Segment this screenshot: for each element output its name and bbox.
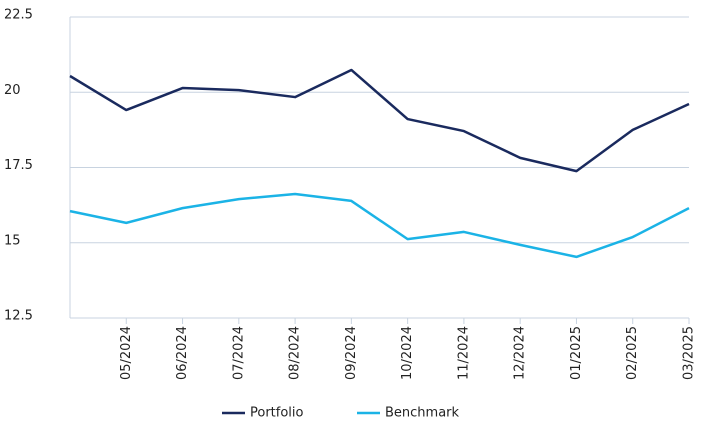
line-series (69, 68, 690, 173)
y-tick-label: 20 (4, 83, 21, 98)
y-tick-label: 22.5 (4, 8, 33, 23)
line-series (69, 192, 690, 259)
x-tick-label: 12/2024 (513, 326, 528, 380)
legend-label: Portfolio (250, 406, 304, 421)
y-tick-label: 17.5 (4, 158, 33, 173)
x-tick-label: 09/2024 (344, 326, 359, 380)
x-tick-label: 05/2024 (119, 326, 134, 380)
x-tick-label: 07/2024 (231, 326, 246, 380)
x-tick-label: 01/2025 (569, 326, 584, 380)
x-tick-label: 08/2024 (288, 326, 303, 380)
x-tick-label: 10/2024 (400, 326, 415, 380)
legend-label: Benchmark (385, 406, 460, 421)
y-tick-label: 12.5 (4, 309, 33, 324)
y-tick-label: 15 (4, 233, 21, 248)
x-tick-label: 02/2025 (625, 326, 640, 380)
x-tick-label: 03/2025 (682, 326, 697, 380)
x-tick-label: 11/2024 (456, 326, 471, 380)
x-tick-label: 06/2024 (175, 326, 190, 380)
